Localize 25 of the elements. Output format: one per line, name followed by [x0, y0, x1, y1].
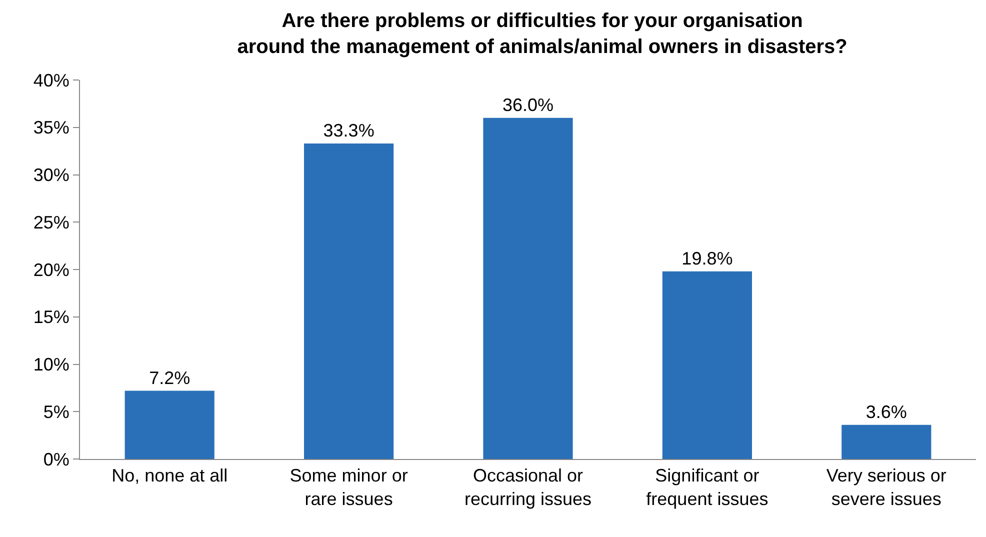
- data-label: 3.6%: [866, 402, 907, 422]
- y-tick-label: 25%: [33, 212, 70, 232]
- bar: [483, 118, 573, 459]
- y-tick-label: 40%: [33, 70, 70, 90]
- bar: [304, 143, 394, 459]
- y-tick-label: 10%: [33, 354, 70, 375]
- y-tick-label: 20%: [33, 260, 70, 280]
- y-tick-label: 30%: [33, 165, 70, 186]
- data-label: 36.0%: [502, 94, 554, 115]
- x-tick-label: Significant or frequent issues: [646, 466, 768, 509]
- y-tick-label: 5%: [43, 402, 70, 422]
- chart-title: Are there problems or difficulties for your organisation around the management of animals/animal owners in disasters?: [237, 10, 848, 58]
- data-label: 7.2%: [149, 368, 190, 388]
- data-label: 19.8%: [682, 248, 733, 268]
- x-tick-label: Occasional or recurring issues: [464, 466, 592, 509]
- bar: [124, 390, 214, 459]
- bar: [662, 271, 752, 459]
- x-tick-label: Some minor or rare issues: [290, 466, 408, 509]
- y-tick-label: 0%: [43, 449, 70, 470]
- data-label: 33.3%: [323, 120, 374, 140]
- y-tick-label: 15%: [33, 307, 70, 328]
- bar: [842, 424, 932, 459]
- x-tick-label: No, none at all: [112, 466, 228, 486]
- x-tick-label: Very serious or severe issues: [826, 466, 946, 509]
- y-tick-label: 35%: [33, 118, 70, 138]
